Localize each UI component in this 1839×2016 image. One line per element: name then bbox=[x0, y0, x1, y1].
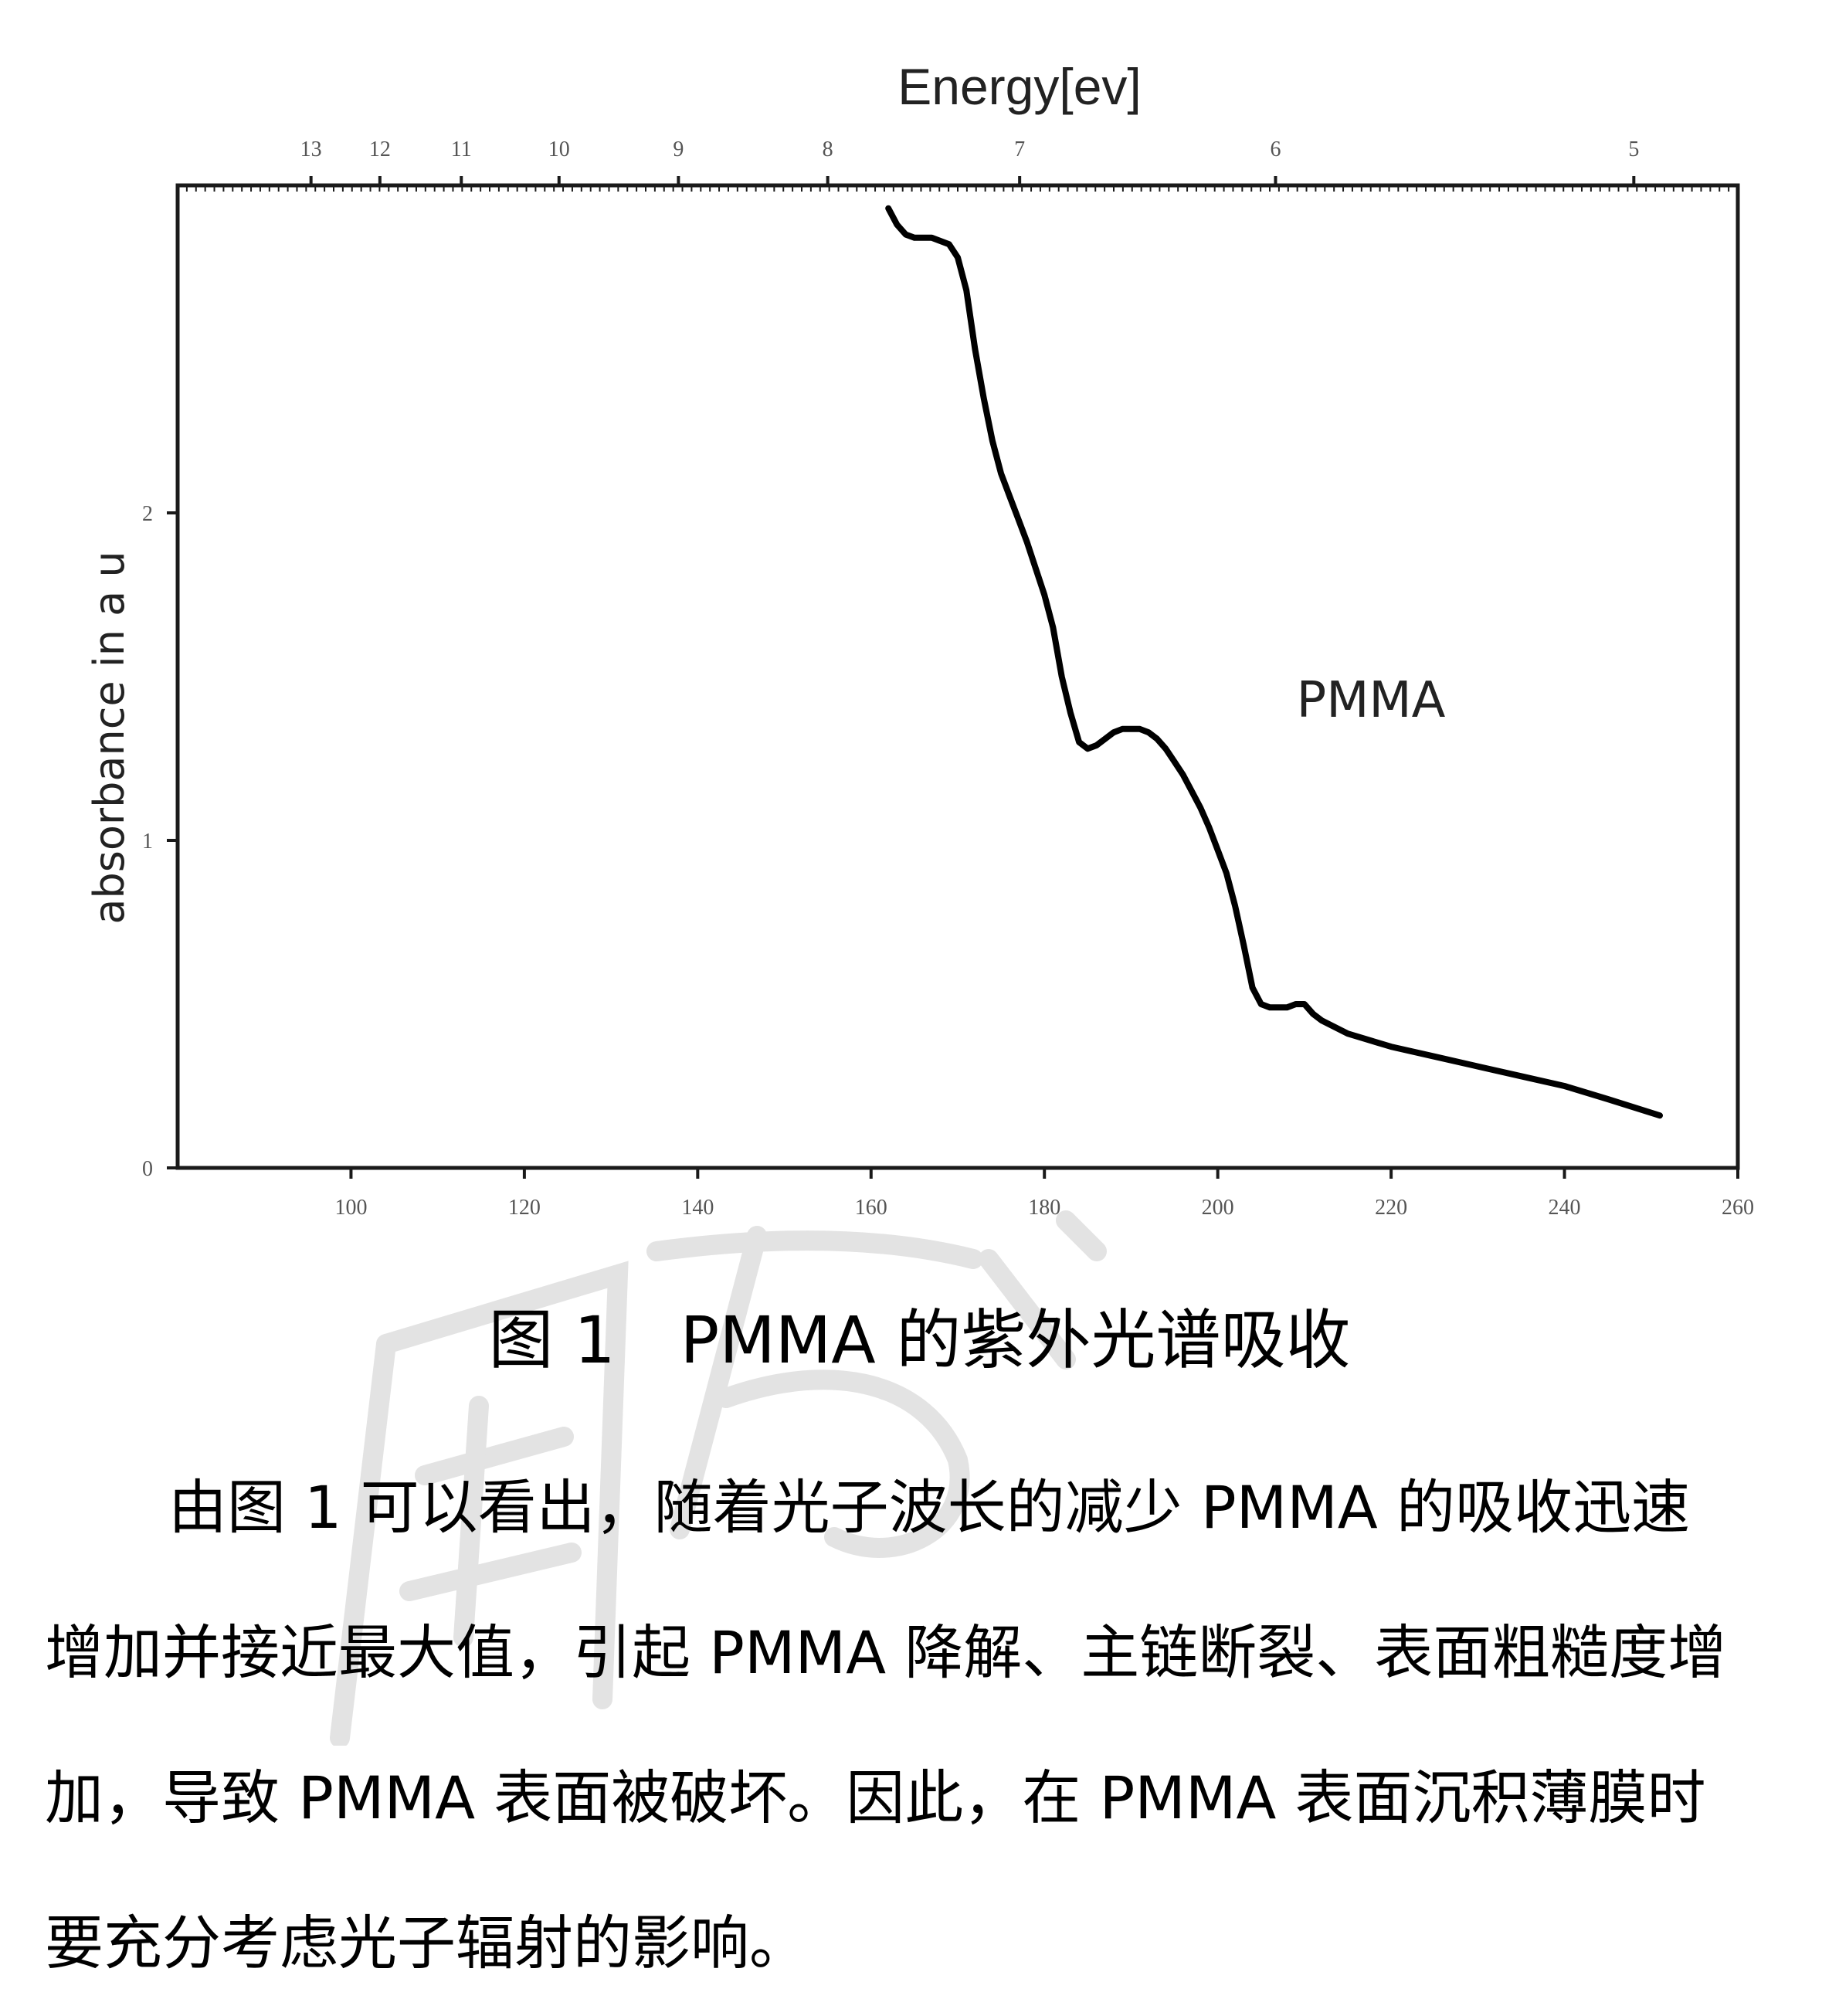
figure-caption: 图 1 PMMA 的紫外光谱吸收 bbox=[488, 1302, 1351, 1378]
plot-frame bbox=[175, 183, 1740, 1170]
top-tick-label: 9 bbox=[673, 137, 684, 161]
y-axis-title: absorbance in a u bbox=[85, 551, 134, 924]
top-tick-label: 6 bbox=[1270, 137, 1281, 161]
absorbance-chart: Energy[ev] 13 12 11 10 9 8 7 6 5 100 120 140 160 180… bbox=[85, 58, 1754, 1220]
top-tick-label: 11 bbox=[451, 137, 472, 161]
x-tick-label: 120 bbox=[508, 1196, 541, 1220]
paragraph-line: 要充分考虑光子辐射的影响。 bbox=[45, 1909, 808, 1977]
pmma-absorbance-line bbox=[885, 205, 1663, 1119]
top-tick-label: 10 bbox=[548, 137, 570, 161]
top-tick-label: 12 bbox=[369, 137, 391, 161]
x-tick-label: 140 bbox=[681, 1196, 714, 1220]
y-tick-label: 0 bbox=[142, 1157, 153, 1181]
paragraph-line: 由图 1 可以看出，随着光子波长的减少 PMMA 的吸收迅速 bbox=[168, 1473, 1690, 1542]
x-tick-label: 100 bbox=[334, 1196, 367, 1220]
top-axis-title: Energy[ev] bbox=[897, 58, 1142, 115]
x-tick-label: 200 bbox=[1202, 1196, 1234, 1220]
x-tick-label: 240 bbox=[1549, 1196, 1581, 1220]
pmma-annotation: PMMA bbox=[1297, 672, 1446, 729]
top-tick-label: 8 bbox=[823, 137, 833, 161]
x-tick-label: 260 bbox=[1722, 1196, 1754, 1220]
top-tick-label: 13 bbox=[300, 137, 322, 161]
paragraph-line: 增加并接近最大值，引起 PMMA 降解、主链断裂、表面粗糙度增 bbox=[45, 1618, 1727, 1687]
top-tick-label: 7 bbox=[1014, 137, 1025, 161]
y-tick-label: 1 bbox=[142, 830, 153, 854]
body-paragraph: 由图 1 可以看出，随着光子波长的减少 PMMA 的吸收迅速 增加并接近最大值，… bbox=[45, 1435, 1798, 2016]
x-tick-label: 160 bbox=[855, 1196, 887, 1220]
x-tick-label: 180 bbox=[1028, 1196, 1060, 1220]
y-tick-label: 2 bbox=[142, 502, 153, 526]
x-tick-label: 220 bbox=[1375, 1196, 1407, 1220]
paragraph-line: 加，导致 PMMA 表面被破坏。因此，在 PMMA 表面沉积薄膜时 bbox=[45, 1763, 1706, 1832]
top-tick-label: 5 bbox=[1628, 137, 1639, 161]
